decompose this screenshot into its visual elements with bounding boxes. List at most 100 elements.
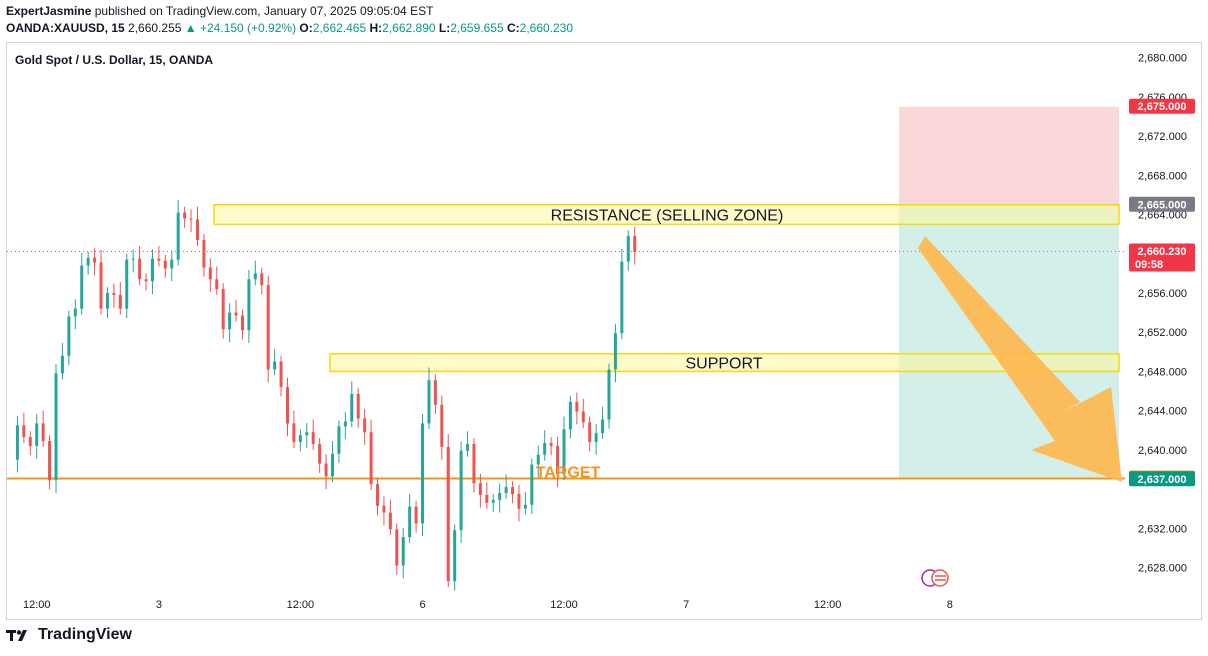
candle-body: [221, 289, 225, 330]
candle-body: [427, 380, 431, 424]
price-tag: [1129, 98, 1195, 114]
candle-body: [626, 236, 630, 262]
chart-legend-title: Gold Spot / U.S. Dollar, 15, OANDA: [15, 53, 214, 67]
support-zone: [329, 353, 1120, 373]
candle-body: [131, 258, 135, 260]
candle-body: [549, 442, 553, 446]
publish-info: published on TradingView.com, January 07…: [94, 4, 434, 18]
candle-body: [318, 443, 322, 464]
candle-body: [99, 262, 103, 309]
candle-body: [382, 505, 386, 513]
candle-body: [285, 387, 289, 424]
high-value: 2,662.890: [382, 21, 436, 35]
candle-body: [459, 450, 463, 531]
ohlc-line: OANDA:XAUUSD, 15 2,660.255 ▲ +24.150 (+0…: [6, 21, 573, 35]
candles: [15, 199, 637, 591]
y-axis-tick-label: 2,668.000: [1138, 170, 1187, 182]
candle-body: [305, 432, 309, 436]
stop-loss-area: [899, 106, 1119, 205]
candle-body: [350, 393, 354, 422]
x-axis-tick-label: 6: [419, 599, 425, 611]
candle-body: [234, 312, 238, 316]
x-axis-tick-label: 8: [947, 599, 953, 611]
candle-body: [163, 260, 167, 269]
candle-body: [421, 423, 425, 524]
y-axis-tick-label: 2,652.000: [1138, 327, 1187, 339]
candle-body: [279, 361, 283, 388]
us-flag-icon: [931, 569, 949, 587]
symbol-label: OANDA:XAUUSD, 15: [6, 21, 125, 35]
candle-body: [331, 453, 334, 477]
candle-body: [466, 443, 470, 451]
y-axis-tick-label: 2,640.000: [1138, 445, 1187, 457]
candle-body: [376, 484, 380, 506]
publish-line: ExpertJasmine published on TradingView.c…: [6, 4, 433, 18]
candle-body: [337, 426, 341, 454]
y-axis-tick-label: 2,672.000: [1138, 131, 1187, 143]
candle-body: [581, 411, 585, 423]
candle-body: [138, 258, 142, 280]
candle-body: [60, 355, 64, 374]
x-axis-tick-label: 12:00: [550, 599, 578, 611]
candle-body: [311, 432, 315, 444]
candle-body: [183, 212, 187, 219]
candle-body: [54, 373, 58, 481]
candle-body: [511, 487, 515, 494]
candle-body: [67, 316, 71, 356]
candle-body: [240, 315, 244, 331]
up-triangle-icon: ▲: [184, 21, 197, 35]
candle-body: [530, 464, 534, 505]
candle-body: [176, 212, 180, 260]
x-axis-tick-label: 7: [683, 599, 689, 611]
high-label: H:: [369, 21, 383, 35]
resistance-zone-label: RESISTANCE (SELLING ZONE): [551, 208, 784, 225]
tradingview-footer[interactable]: TradingView: [6, 626, 132, 644]
candle-body: [568, 401, 572, 430]
candle-body: [536, 454, 540, 465]
candle-body: [408, 506, 412, 538]
price-tag: [1129, 471, 1195, 487]
candle-body: [157, 258, 161, 261]
candle-body: [144, 279, 148, 282]
candle-body: [150, 258, 154, 282]
candle-body: [356, 393, 360, 419]
low-value: 2,659.655: [450, 21, 504, 35]
candle-body: [491, 499, 495, 503]
footer-brand: TradingView: [38, 626, 132, 643]
candle-body: [472, 443, 476, 484]
candle-body: [22, 425, 26, 438]
candle-body: [80, 265, 84, 309]
candle-body: [594, 433, 598, 443]
candle-body: [292, 423, 296, 443]
candle-body: [523, 504, 527, 509]
candle-body: [273, 361, 277, 370]
candle-body: [28, 437, 32, 446]
candle-body: [446, 446, 450, 582]
y-axis-tick-label: 2,648.000: [1138, 366, 1187, 378]
candle-body: [620, 261, 624, 334]
y-axis-tick-label: 2,632.000: [1138, 523, 1187, 535]
y-axis-tick-label: 2,644.000: [1138, 406, 1187, 418]
author-name[interactable]: ExpertJasmine: [6, 4, 92, 18]
candle-body: [189, 218, 193, 220]
x-axis-tick-label: 12:00: [814, 599, 842, 611]
candle-body: [247, 279, 251, 331]
candle-body: [414, 506, 418, 524]
target-label: TARGET: [536, 465, 601, 482]
candle-body: [633, 236, 637, 252]
candle-body: [517, 493, 521, 509]
candle-body: [613, 333, 617, 370]
candle-body: [112, 292, 116, 295]
candle-body: [588, 422, 592, 443]
price-tag: [1129, 196, 1195, 212]
support-zone-label: SUPPORT: [685, 356, 762, 373]
candle-body: [453, 530, 457, 582]
x-axis-tick-label: 12:00: [23, 599, 51, 611]
candle-body: [195, 219, 199, 241]
candle-body: [369, 432, 373, 485]
candle-body: [478, 483, 482, 495]
close-value: 2,660.230: [519, 21, 574, 35]
candle-body: [601, 419, 605, 434]
candle-body: [118, 294, 122, 309]
